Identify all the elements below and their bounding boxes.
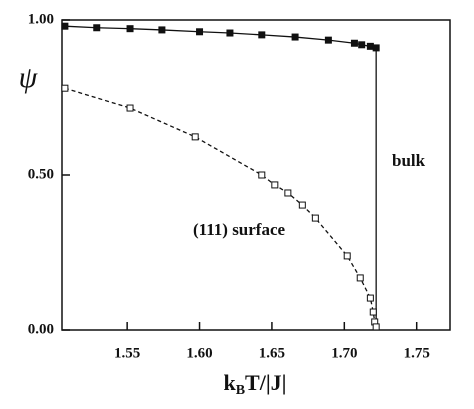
marker	[358, 41, 366, 49]
marker	[93, 24, 101, 32]
series-line	[64, 87, 377, 328]
marker	[324, 36, 332, 44]
marker	[372, 323, 380, 331]
marker	[311, 214, 319, 222]
marker	[191, 133, 199, 141]
marker	[366, 294, 374, 302]
marker	[258, 31, 266, 39]
marker	[126, 25, 134, 33]
marker	[350, 39, 358, 47]
x-tick-label: 1.65	[259, 345, 285, 361]
x-tick-label: 1.70	[331, 345, 357, 361]
annotation: (111) surface	[193, 220, 286, 239]
marker	[258, 171, 266, 179]
marker	[196, 28, 204, 36]
x-tick-label: 1.60	[186, 345, 212, 361]
y-tick-label: 1.00	[28, 11, 54, 27]
marker	[61, 84, 69, 92]
marker	[271, 181, 279, 189]
x-label-rest: T/|J|	[245, 370, 286, 395]
marker	[343, 252, 351, 260]
x-tick-label: 1.55	[114, 345, 140, 361]
marker	[126, 104, 134, 112]
marker	[356, 274, 364, 282]
x-tick-label: 1.75	[404, 345, 430, 361]
x-label-sub: B	[236, 383, 245, 398]
marker	[372, 44, 380, 52]
x-axis-label: kBT/|J|	[223, 370, 286, 398]
marker	[369, 308, 377, 316]
y-tick-label: 0.50	[28, 166, 54, 182]
y-tick-label: 0.00	[28, 321, 54, 337]
marker	[226, 29, 234, 37]
marker	[291, 33, 299, 41]
marker	[61, 22, 69, 30]
marker	[298, 201, 306, 209]
marker	[366, 42, 374, 50]
plot-frame	[61, 19, 451, 331]
annotation: bulk	[392, 151, 426, 170]
x-label-main: k	[223, 370, 236, 395]
y-axis-label: ψ	[19, 61, 39, 94]
marker	[158, 26, 166, 34]
marker	[284, 189, 292, 197]
